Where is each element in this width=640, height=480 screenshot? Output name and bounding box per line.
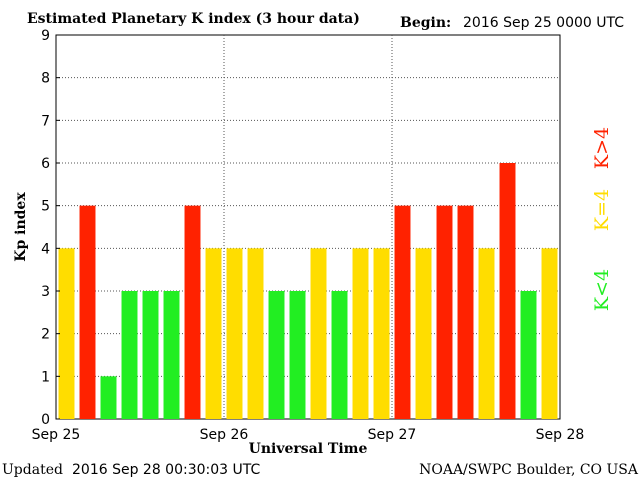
updated-value: 2016 Sep 28 00:30:03 UTC <box>72 462 260 478</box>
x-tick-label: Sep 28 <box>536 427 585 443</box>
y-tick-label: 9 <box>41 28 50 44</box>
y-tick-label: 5 <box>41 199 50 215</box>
begin-value: 2016 Sep 25 0000 UTC <box>463 15 624 31</box>
x-tick-label: Sep 26 <box>200 427 249 443</box>
kp-bar <box>289 291 306 419</box>
source-credit: NOAA/SWPC Boulder, CO USA <box>419 462 639 478</box>
kp-bar <box>310 248 327 419</box>
legend: K<4 K=4 K>4 <box>591 127 613 311</box>
x-tick-label: Sep 25 <box>32 427 81 443</box>
y-tick-label: 2 <box>41 327 50 343</box>
kp-bar <box>184 205 201 419</box>
kp-bar <box>79 205 96 419</box>
x-tick-labels: Sep 25 Sep 26 Sep 27 Sep 28 <box>32 427 585 443</box>
kp-bar <box>436 205 453 419</box>
begin-label: Begin: <box>400 15 451 31</box>
y-tick-label: 4 <box>41 241 50 257</box>
kp-bar <box>415 248 432 419</box>
y-tick-label: 3 <box>41 284 50 300</box>
x-tick-label: Sep 27 <box>368 427 417 443</box>
kp-bar <box>268 291 285 419</box>
y-tick-label: 8 <box>41 71 50 87</box>
x-axis-label: Universal Time <box>249 441 368 457</box>
kp-bar <box>331 291 348 419</box>
y-axis-label: Kp index <box>13 192 29 262</box>
plot-area <box>55 34 561 420</box>
kp-bar <box>142 291 159 419</box>
kp-bar <box>373 248 390 419</box>
kp-bar <box>520 291 537 419</box>
legend-item: K=4 <box>591 189 613 231</box>
kp-bar <box>226 248 243 419</box>
kp-bar <box>541 248 558 419</box>
y-tick-label: 0 <box>41 412 50 428</box>
y-tick-label: 1 <box>41 369 50 385</box>
kp-bar <box>205 248 222 419</box>
y-tick-label: 7 <box>41 113 50 129</box>
kp-bar <box>100 376 117 419</box>
kp-bar <box>58 248 75 419</box>
y-tick-label: 6 <box>41 156 50 172</box>
legend-item: K>4 <box>591 127 613 169</box>
updated-label: Updated <box>2 462 63 478</box>
y-tick-labels: 0 1 2 3 4 5 6 7 8 9 <box>41 28 60 428</box>
kp-bar <box>163 291 180 419</box>
kp-bar <box>478 248 495 419</box>
grid-lines <box>56 35 560 419</box>
kp-bar <box>457 205 474 419</box>
chart-title: Estimated Planetary K index (3 hour data… <box>27 11 360 27</box>
kp-bar <box>247 248 264 419</box>
kp-bar <box>121 291 138 419</box>
kp-bar <box>499 163 516 419</box>
kp-bar <box>352 248 369 419</box>
bars-group <box>58 163 558 419</box>
legend-item: K<4 <box>591 269 613 311</box>
kp-bar <box>394 205 411 419</box>
